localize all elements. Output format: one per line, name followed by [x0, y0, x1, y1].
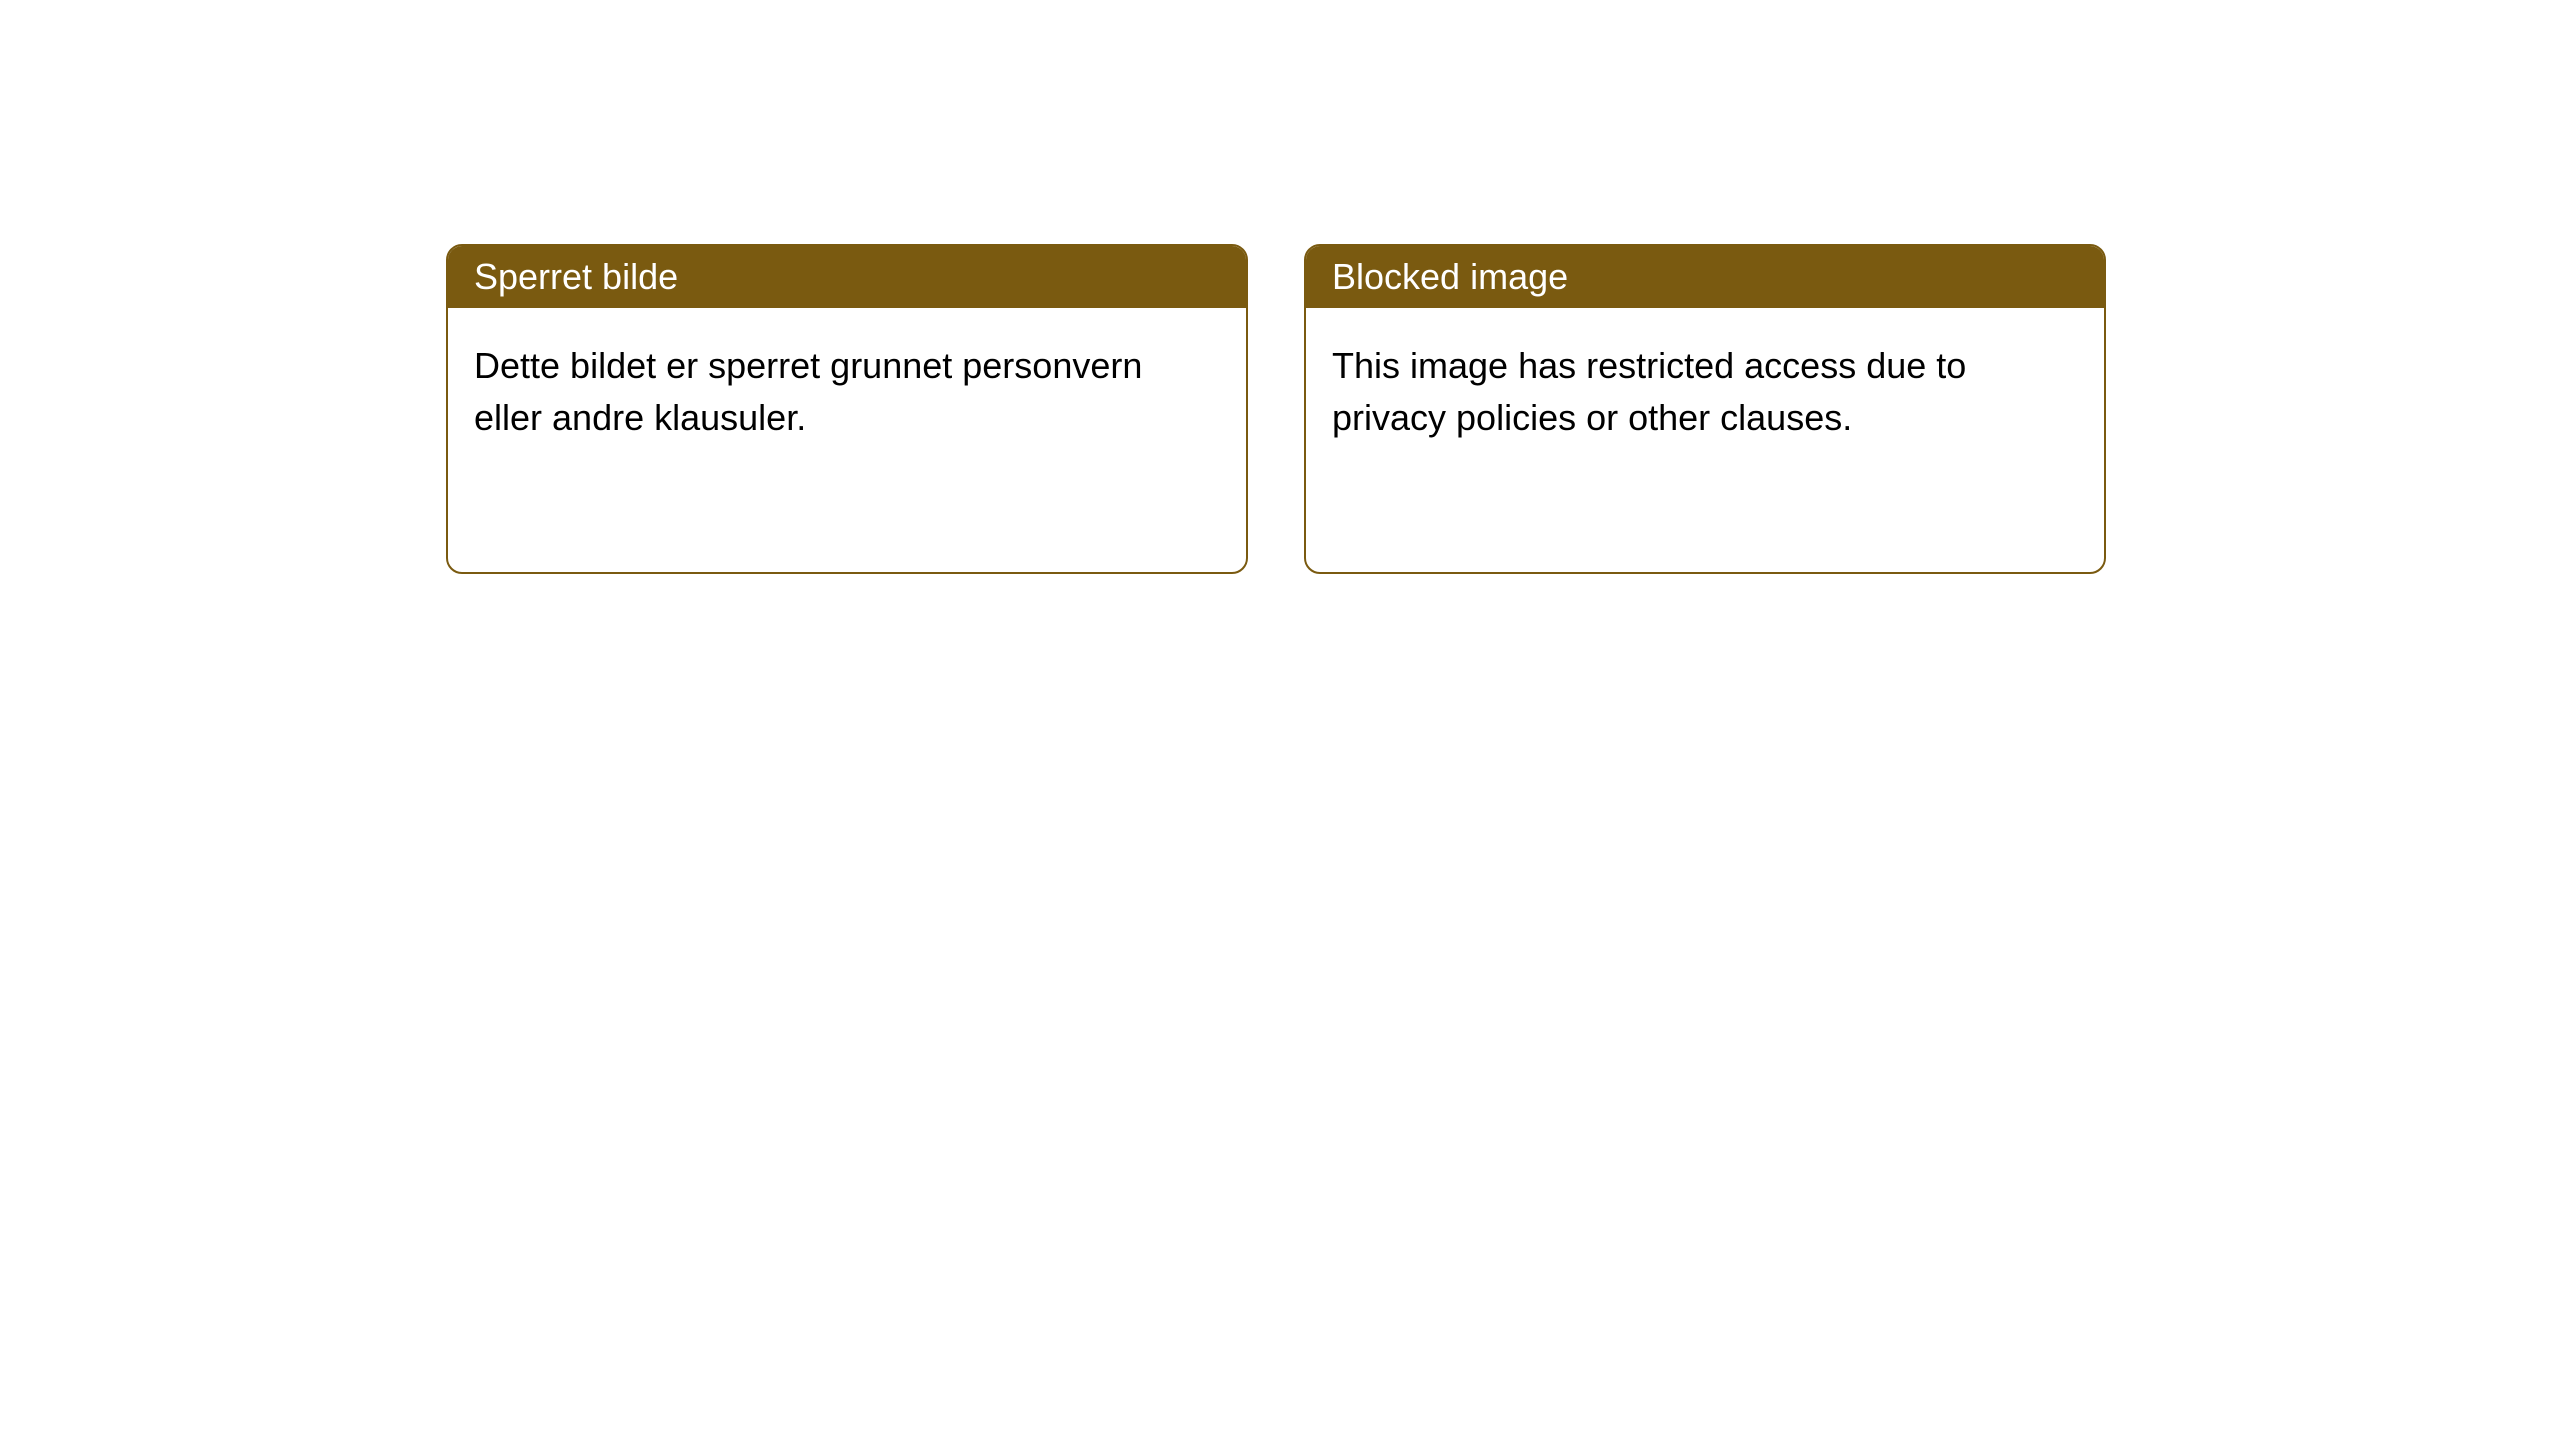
notice-title-english: Blocked image [1332, 256, 1568, 297]
notice-text-norwegian: Dette bildet er sperret grunnet personve… [474, 340, 1220, 444]
notice-body-norwegian: Dette bildet er sperret grunnet personve… [448, 308, 1246, 572]
notice-card-english: Blocked image This image has restricted … [1304, 244, 2106, 574]
notice-header-norwegian: Sperret bilde [448, 246, 1246, 308]
notice-header-english: Blocked image [1306, 246, 2104, 308]
notice-title-norwegian: Sperret bilde [474, 256, 678, 297]
notice-body-english: This image has restricted access due to … [1306, 308, 2104, 572]
notices-container: Sperret bilde Dette bildet er sperret gr… [0, 0, 2560, 574]
notice-card-norwegian: Sperret bilde Dette bildet er sperret gr… [446, 244, 1248, 574]
notice-text-english: This image has restricted access due to … [1332, 340, 2078, 444]
